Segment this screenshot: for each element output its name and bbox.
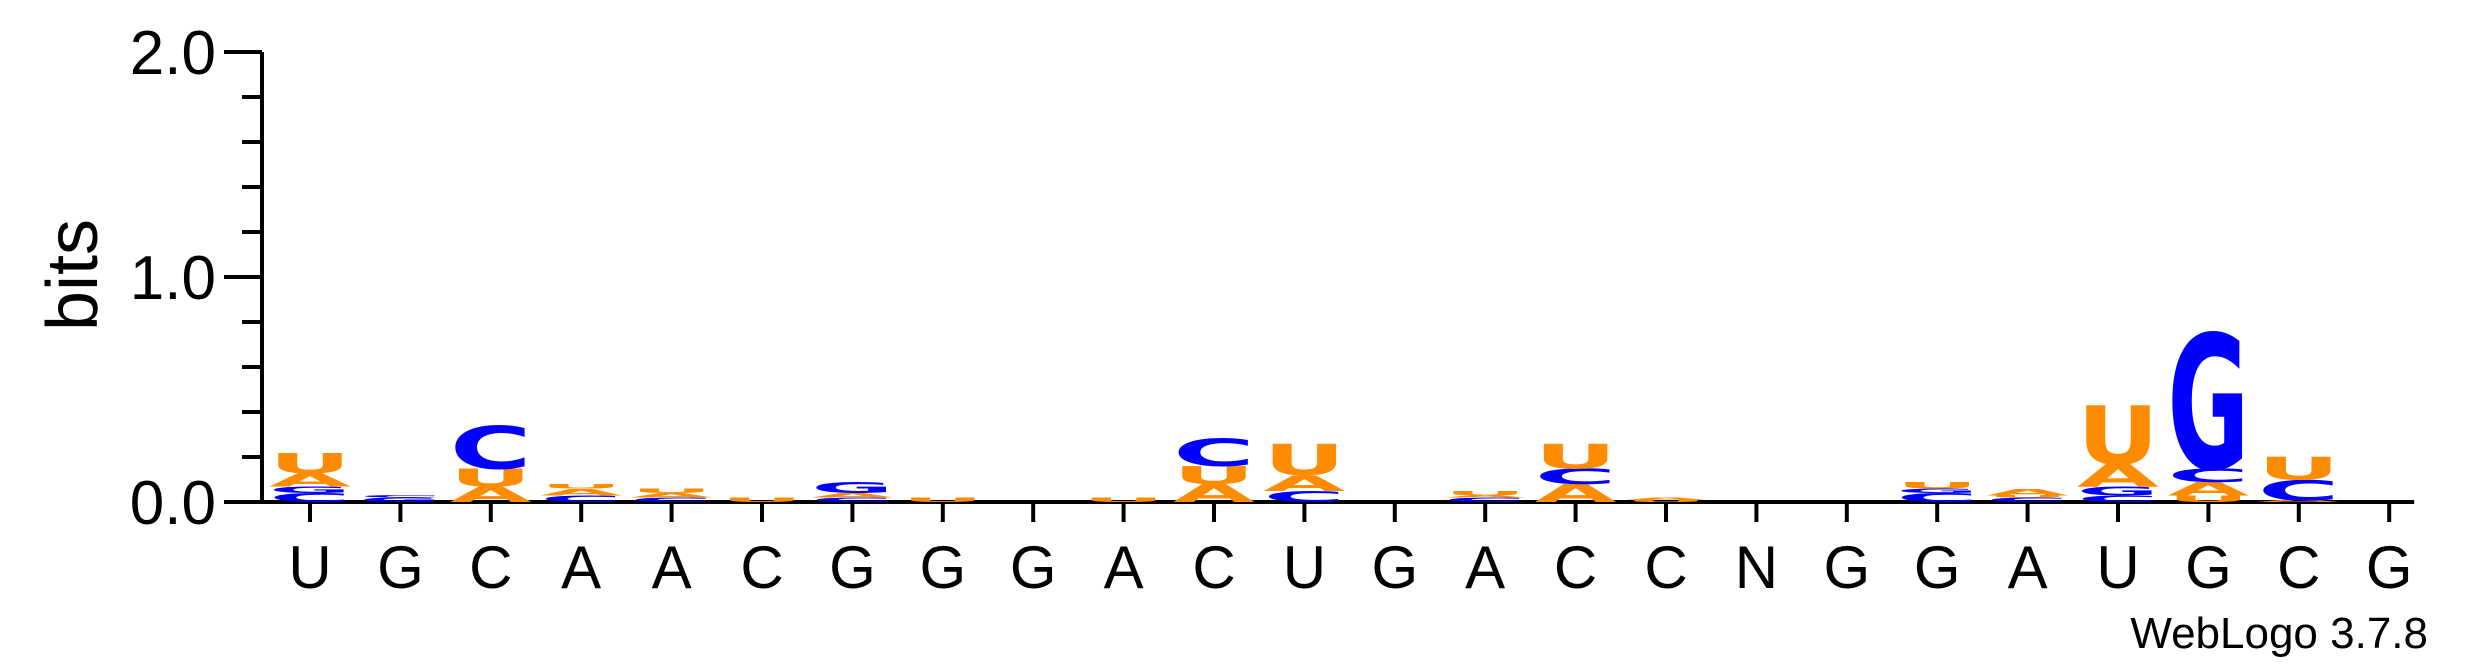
logo-letter-C: C — [450, 414, 532, 482]
axes — [224, 50, 2415, 522]
y-axis-label: bits — [33, 219, 113, 331]
logo-letter-A: A — [1535, 480, 1618, 509]
x-tick-label: U — [1283, 534, 1326, 601]
logo-letter-A: A — [540, 487, 622, 498]
logo-letter-C: C — [1987, 496, 2069, 503]
x-tick-label: C — [2277, 534, 2320, 601]
logo-letter-U: U — [631, 487, 713, 494]
labels: 0.01.02.0U G C A A C G G G A C U G A C C N G G A U G C G — [130, 19, 2413, 601]
logo-letter-A: A — [2167, 478, 2249, 500]
logo-letter-U: U — [1083, 496, 1165, 503]
logo-letter-A: A — [811, 492, 893, 499]
x-tick-label: G — [1823, 534, 1870, 601]
x-tick-label: A — [561, 534, 601, 601]
x-tick-label: G — [829, 534, 876, 601]
x-tick-label: C — [469, 534, 512, 601]
x-tick-label: U — [2096, 534, 2139, 601]
x-tick-label: A — [1104, 534, 1144, 601]
logo-letter-A: A — [2258, 499, 2340, 503]
logo-letter-C: C — [359, 495, 441, 499]
logo-letter-C: C — [1263, 488, 1345, 506]
logo-letter-A: A — [1173, 480, 1256, 509]
x-tick-label: C — [1644, 534, 1687, 601]
logo-letter-U: U — [721, 496, 803, 503]
logo-letter-G: G — [269, 484, 351, 495]
x-tick-label: N — [1735, 534, 1778, 601]
logo-letter-A: A — [1263, 471, 1345, 496]
logo-letter-C: C — [540, 493, 622, 504]
logo-letter-A: A — [1987, 487, 2069, 498]
x-tick-label: G — [2366, 534, 2413, 601]
logo-letter-C: C — [811, 496, 893, 503]
logo-letter-C: C — [1535, 464, 1617, 489]
x-tick-label: U — [288, 534, 331, 601]
x-tick-label: C — [1192, 534, 1235, 601]
logo-letter-A: A — [1444, 495, 1526, 499]
logo-letter-U: U — [1987, 495, 2069, 499]
logo-letter-U: U — [1896, 480, 1978, 491]
x-tick-label: G — [1371, 534, 1418, 601]
logo-letter-A: A — [269, 469, 351, 491]
x-tick-label: A — [1465, 534, 1505, 601]
x-tick-label: A — [652, 534, 692, 601]
logo-letter-A: A — [2077, 458, 2159, 494]
logo-letter-U: U — [450, 464, 532, 493]
logo-letter-A: A — [450, 482, 532, 507]
y-tick-label: 1.0 — [130, 244, 216, 313]
logo-letter-C: C — [269, 491, 351, 505]
x-tick-label: G — [1010, 534, 1057, 601]
logo-letter-U: U — [1444, 490, 1526, 497]
y-tick-label: 0.0 — [130, 469, 216, 538]
logo-letter-U: U — [1263, 436, 1345, 486]
weblogo-credit: WebLogo 3.7.8 — [2130, 609, 2428, 658]
logo-letter-U: U — [1625, 499, 1707, 503]
logo-letter-U: U — [1535, 437, 1617, 477]
logo-letter-C: C — [2258, 474, 2340, 506]
logo-letter-G: G — [2167, 298, 2249, 513]
x-tick-label: A — [2008, 534, 2048, 601]
logo-letter-C: C — [1173, 432, 1255, 475]
logo-letter-A: A — [631, 492, 713, 499]
y-tick-label: 2.0 — [130, 19, 216, 88]
logo-letter-C: C — [1896, 491, 1978, 505]
x-tick-label: C — [740, 534, 783, 601]
logo-letter-A: A — [1625, 497, 1707, 501]
logo-letter-C: C — [2167, 465, 2249, 486]
x-tick-label: C — [1554, 534, 1597, 601]
logo-letter-U: U — [902, 496, 984, 503]
logo-letter-U: U — [540, 483, 622, 490]
logo-letter-C: C — [1444, 496, 1526, 503]
logo-letter-C: C — [631, 496, 713, 503]
logo-letter-U: U — [1173, 462, 1255, 491]
logo-letter-G: G — [359, 496, 441, 503]
x-tick-label: G — [2185, 534, 2232, 601]
logo-letter-U: U — [2077, 390, 2159, 483]
logo-letter-U: U — [269, 447, 351, 479]
logo-letter-G: G — [811, 479, 893, 497]
logo-letter-U: U — [2167, 493, 2249, 504]
logo-letter-U: U — [2258, 451, 2340, 487]
logo-letter-G: G — [2077, 484, 2159, 498]
x-tick-label: G — [1914, 534, 1961, 601]
x-tick-label: G — [919, 534, 966, 601]
logo-letter-G: G — [1896, 487, 1978, 494]
x-tick-label: G — [377, 534, 424, 601]
logo-letter-C: C — [2077, 493, 2159, 504]
